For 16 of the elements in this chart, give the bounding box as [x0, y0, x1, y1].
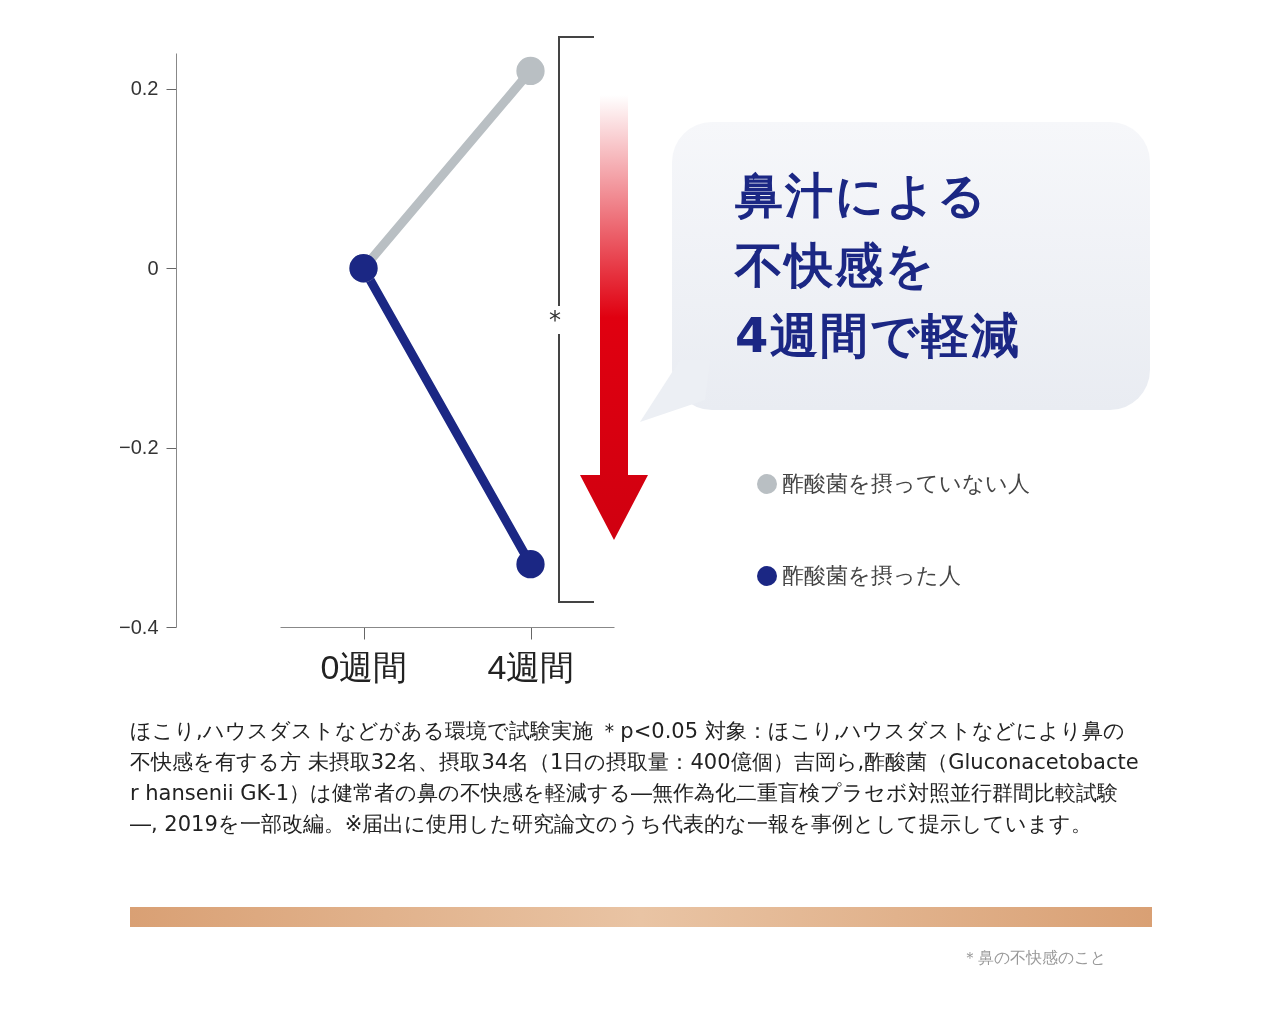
y-tick-label: −0.2: [119, 436, 159, 459]
legend-label: 酢酸菌を摂った人: [782, 563, 961, 588]
legend-label: 酢酸菌を摂っていない人: [782, 471, 1030, 496]
y-tick-label: 0.2: [130, 77, 159, 100]
point: [516, 56, 545, 86]
y-tick-label: −0.4: [119, 615, 159, 638]
x-tick-label: 4週間: [487, 647, 575, 686]
text: 不快感を: [735, 236, 936, 295]
annotation: *: [549, 306, 561, 334]
y-tick-label: 0: [147, 256, 159, 279]
x-tick-label: 0週間: [320, 647, 408, 686]
point: [516, 550, 545, 579]
text: ＊鼻の不快感のこと: [962, 948, 1106, 969]
text: 鼻汁による: [735, 166, 988, 225]
text: 4週間で軽減: [735, 306, 1022, 365]
text: ほこり,ハウスダストなどがある環境で試験実施 ＊p<0.05 対象：ほこり,ハウスダストなどにより鼻の不快感を有する方 未摂取32名、摂取34名（1日の摂取量：400億個）吉岡ら,酢酸菌（Gluconacetobacter hansenii GK-1）は健常者の鼻の不快感を軽減する―無作為化二重盲検プラセボ対照並行群間比較試験―, 2019を一部改編。※届出に使用した研究論文のうち代表的な一報を事例として提示しています。: [130, 718, 1140, 838]
